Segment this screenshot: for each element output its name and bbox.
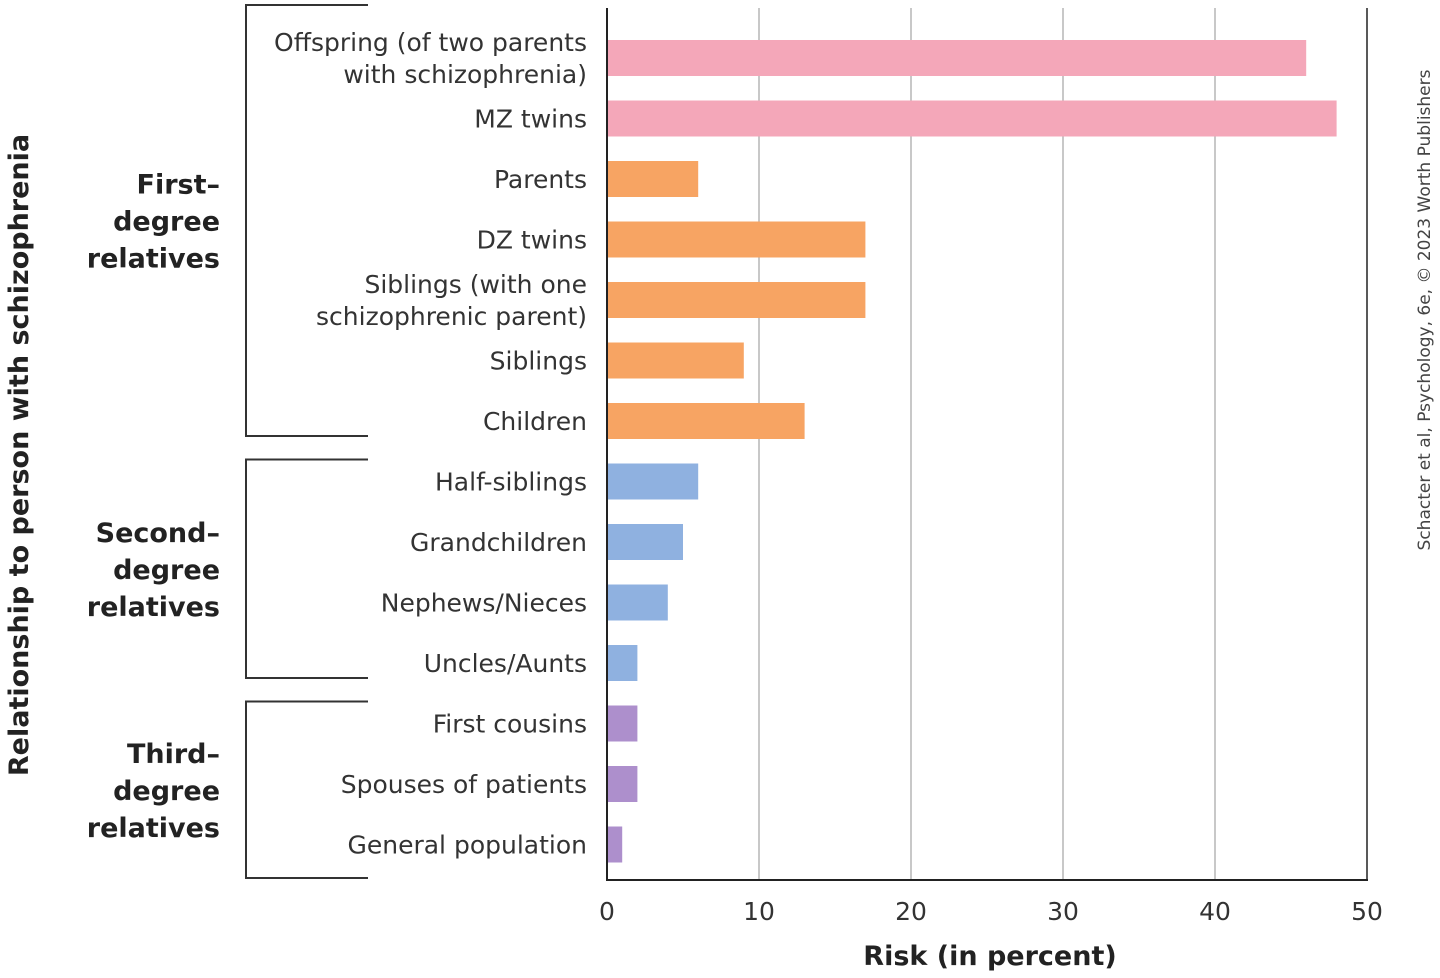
group-label: relatives [87, 244, 220, 275]
x-tick-label: 20 [895, 897, 927, 926]
category-label: with schizophrenia) [343, 60, 587, 89]
bar [608, 524, 683, 560]
x-tick-label: 50 [1351, 897, 1383, 926]
bar [608, 221, 866, 258]
y-axis-title: Relationship to person with schizophreni… [4, 134, 35, 776]
bar [608, 584, 668, 621]
bar [608, 100, 1337, 137]
group-label: First– [137, 170, 221, 201]
group-label: relatives [87, 813, 220, 844]
category-label: Offspring (of two parents [274, 28, 587, 57]
bar [608, 705, 638, 742]
x-tick-label: 10 [743, 897, 775, 926]
group-label: degree [113, 555, 220, 586]
category-label: Grandchildren [410, 528, 587, 557]
group-bracket [245, 458, 368, 679]
x-tick-labels: 0 10 20 30 40 50 [599, 897, 1383, 926]
group-brackets: First– degree relatives Second– degree relati… [87, 4, 368, 879]
x-tick-label: 0 [599, 897, 615, 926]
category-label: Spouses of patients [341, 770, 587, 799]
category-label: Half-siblings [435, 468, 587, 497]
group-label: Second– [96, 518, 220, 549]
category-label: Siblings [490, 347, 587, 376]
bar [608, 403, 805, 439]
category-label: Uncles/Aunts [424, 649, 587, 678]
group-label: relatives [87, 592, 220, 623]
category-label: schizophrenic parent) [316, 302, 587, 331]
category-label: First cousins [433, 710, 587, 739]
x-tick-label: 30 [1047, 897, 1079, 926]
category-label: Children [483, 407, 587, 436]
bar [608, 826, 623, 863]
category-labels: Offspring (of two parents with schizophre… [274, 28, 587, 860]
bar [608, 161, 699, 197]
category-label: General population [347, 831, 587, 860]
credit-line: Schacter et al, Psychology, 6e, © 2023 W… [1415, 69, 1435, 550]
x-tick-label: 40 [1199, 897, 1231, 926]
category-label: Nephews/Nieces [381, 589, 587, 618]
group-bracket [245, 4, 368, 437]
bar [608, 645, 638, 681]
bar [608, 282, 866, 318]
group-bracket [245, 700, 368, 879]
category-label: Parents [494, 165, 587, 194]
category-label: MZ twins [474, 105, 587, 134]
bar [608, 342, 744, 379]
group-label: degree [113, 207, 220, 238]
gridlines [758, 8, 1216, 880]
category-label: DZ twins [477, 226, 587, 255]
group-label: Third– [127, 739, 220, 770]
group-label: degree [113, 776, 220, 807]
bar [608, 40, 1307, 76]
x-axis-title: Risk (in percent) [863, 941, 1116, 972]
bar [608, 463, 699, 500]
category-label: Siblings (with one [364, 270, 587, 299]
bars [608, 40, 1337, 863]
bar [608, 766, 638, 802]
